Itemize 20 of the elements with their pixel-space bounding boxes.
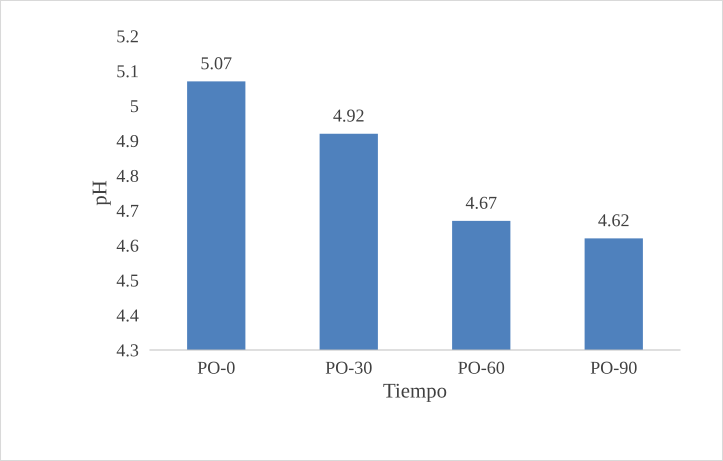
x-tick-label: PO-30: [326, 362, 372, 374]
y-axis-title: pH: [92, 180, 111, 206]
data-label: 4.62: [598, 214, 629, 226]
y-tick-label: 4.7: [116, 204, 138, 217]
y-tick-label: 5: [130, 100, 138, 112]
y-tick-label: 4.5: [116, 274, 138, 287]
y-tick-label: 5.1: [117, 65, 138, 78]
y-tick-label: 5.2: [117, 30, 138, 43]
data-label: 5.07: [202, 57, 232, 70]
x-tick-label: PO-60: [458, 362, 504, 374]
data-label: 4.92: [333, 110, 364, 122]
y-tick-label: 4.3: [116, 344, 138, 357]
x-axis-title: Tiempo: [383, 384, 446, 402]
y-tick-label: 4.9: [116, 134, 138, 148]
x-tick-label: PO-0: [198, 362, 235, 374]
y-tick-label: 4.8: [116, 170, 138, 182]
data-label: 4.67: [466, 196, 497, 209]
y-tick-label: 4.6: [116, 240, 138, 252]
x-tick-label: PO-90: [590, 362, 637, 374]
y-tick-label: 4.4: [116, 309, 139, 322]
